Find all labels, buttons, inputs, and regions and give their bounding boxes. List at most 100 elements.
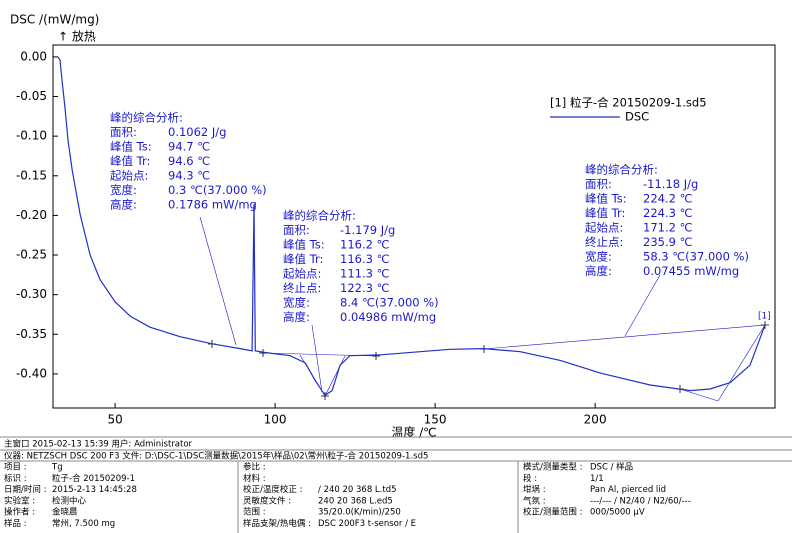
info-value: 金晓晨 bbox=[52, 507, 78, 518]
info-value: 2015-2-13 14:45:28 bbox=[52, 485, 137, 495]
annotation-label: 峰值 Tr: bbox=[283, 252, 323, 266]
annotation-value: -11.18 J/g bbox=[643, 177, 698, 191]
annotation-value: 116.2 ℃ bbox=[340, 238, 390, 252]
annotation-label: 宽度: bbox=[585, 250, 612, 264]
annotation-label: 面积: bbox=[585, 177, 612, 191]
instrument-line: 仪器: NETZSCH DSC 200 F3 文件: D:\DSC-1\DSC测… bbox=[4, 451, 428, 462]
dsc-curve bbox=[57, 56, 766, 397]
info-label: 校正/温度校正 : bbox=[243, 484, 302, 495]
info-value: 35/20.0(K/min)/250 bbox=[318, 508, 401, 518]
markers bbox=[208, 321, 769, 400]
info-label: 操作者 : bbox=[4, 507, 35, 518]
info-label: 项目 : bbox=[4, 463, 27, 473]
annotation-label: 高度: bbox=[283, 310, 310, 324]
y-tick-label: -0.25 bbox=[16, 248, 47, 262]
annotation-value: 58.3 ℃(37.000 %) bbox=[643, 250, 749, 264]
annotation-value: 0.07455 mW/mg bbox=[643, 264, 739, 278]
y-tick-label: -0.20 bbox=[16, 208, 47, 222]
annotation-label: 终止点: bbox=[585, 235, 623, 249]
info-label: 材料 : bbox=[243, 473, 266, 484]
annotation-value: 94.3 ℃ bbox=[168, 169, 210, 183]
end-label: [1] bbox=[758, 312, 771, 322]
annotation-value: 94.7 ℃ bbox=[168, 140, 210, 154]
info-value: Pan Al, pierced lid bbox=[590, 485, 666, 495]
y-axis-note: ↑ 放热 bbox=[58, 29, 96, 44]
info-value: Tg bbox=[51, 463, 63, 473]
y-tick-label: -0.10 bbox=[16, 129, 47, 143]
info-value: / 240 20 368 L.td5 bbox=[318, 485, 397, 495]
info-value: 常州, 7.500 mg bbox=[52, 518, 115, 529]
annotation-label: 高度: bbox=[110, 198, 137, 212]
y-tick-label: -0.40 bbox=[16, 366, 47, 380]
legend-title: [1] 粒子-合 20150209-1.sd5 bbox=[550, 96, 707, 110]
annotation-label: 面积: bbox=[283, 223, 310, 237]
info-value: 000/5000 µV bbox=[590, 508, 645, 518]
info-value: DSC 200F3 t-sensor / E bbox=[318, 519, 416, 529]
annotation-value: 111.3 ℃ bbox=[340, 267, 390, 281]
info-label: 范围 : bbox=[243, 507, 266, 518]
info-value: 粒子-合 20150209-1 bbox=[52, 473, 135, 484]
annotation-label: 起始点: bbox=[283, 267, 321, 281]
info-label: 坩埚 : bbox=[523, 484, 546, 495]
annotation-label: 高度: bbox=[585, 264, 612, 278]
annotation-label: 宽度: bbox=[110, 183, 137, 197]
annotation-value: -1.179 J/g bbox=[340, 223, 395, 237]
y-tick-label: -0.35 bbox=[16, 327, 47, 341]
info-value: 240 20 368 L.ed5 bbox=[318, 496, 393, 506]
y-tick-label: 0.00 bbox=[20, 49, 47, 63]
info-label: 样品支架/热电偶 : bbox=[243, 518, 311, 529]
annotation-label: 峰值 Tr: bbox=[110, 154, 150, 168]
annotation-label: 峰值 Ts: bbox=[110, 140, 152, 154]
x-tick-label: 150 bbox=[424, 413, 447, 427]
annotation-label: 宽度: bbox=[283, 296, 310, 310]
status-line: 主窗口 2015-02-13 15:39 用户: Administrator bbox=[4, 439, 193, 450]
info-label: 校正/测量范围 : bbox=[523, 507, 582, 518]
annotation-label: 峰值 Ts: bbox=[585, 192, 627, 206]
info-label: 参比 : bbox=[243, 462, 266, 473]
annotation-value: 235.9 ℃ bbox=[643, 235, 693, 249]
legend-entry: DSC bbox=[625, 110, 649, 124]
annotation-value: 171.2 ℃ bbox=[643, 221, 693, 235]
annotation-label: 峰值 Ts: bbox=[283, 238, 325, 252]
annotation-value: 0.3 ℃(37.000 %) bbox=[168, 183, 267, 197]
info-value: DSC / 样品 bbox=[590, 462, 633, 473]
annotation-value: 0.04986 mW/mg bbox=[340, 310, 436, 324]
info-label: 气氛 : bbox=[523, 495, 546, 506]
annotation-label: 面积: bbox=[110, 125, 137, 139]
annotation-value: 0.1786 mW/mg bbox=[168, 198, 257, 212]
info-label: 段 : bbox=[523, 473, 537, 484]
x-tick-label: 100 bbox=[264, 413, 287, 427]
annotation-value: 224.2 ℃ bbox=[643, 192, 693, 206]
info-label: 标识 : bbox=[4, 473, 27, 484]
annotation-value: 94.6 ℃ bbox=[168, 154, 210, 168]
y-axis-label: DSC /(mW/mg) bbox=[10, 13, 99, 27]
annotation-value: 224.3 ℃ bbox=[643, 206, 693, 220]
plot-frame bbox=[52, 44, 776, 409]
annotation-title: 峰的综合分析: bbox=[585, 163, 658, 177]
info-label: 实验室 : bbox=[4, 495, 35, 506]
footer: 主窗口 2015-02-13 15:39 用户: Administrator 仪… bbox=[0, 436, 792, 533]
x-tick-label: 200 bbox=[584, 413, 607, 427]
annotation-value: 122.3 ℃ bbox=[340, 281, 390, 295]
x-tick-label: 50 bbox=[107, 413, 122, 427]
info-value: 1/1 bbox=[590, 474, 604, 484]
annotation-value: 0.1062 J/g bbox=[168, 125, 226, 139]
info-label: 样品 : bbox=[4, 518, 27, 529]
annotation-label: 起始点: bbox=[110, 169, 148, 183]
info-value: ---/--- / N2/40 / N2/60/--- bbox=[590, 496, 691, 506]
y-tick-label: -0.15 bbox=[16, 168, 47, 182]
info-label: 灵敏度文件 : bbox=[243, 495, 291, 506]
info-label: 模式/测量类型 : bbox=[523, 462, 582, 473]
info-label: 日期/时间 : bbox=[4, 484, 46, 495]
annotation-title: 峰的综合分析: bbox=[110, 111, 183, 125]
annotation-label: 峰值 Tr: bbox=[585, 206, 625, 220]
y-tick-label: -0.05 bbox=[16, 89, 47, 103]
annotation-label: 起始点: bbox=[585, 221, 623, 235]
info-value: 检测中心 bbox=[52, 495, 87, 506]
annotation-value: 116.3 ℃ bbox=[340, 252, 390, 266]
annotation-label: 终止点: bbox=[283, 281, 321, 295]
annotation-value: 8.4 ℃(37.000 %) bbox=[340, 296, 439, 310]
annotation-title: 峰的综合分析: bbox=[283, 209, 356, 223]
x-axis-label: 温度 /℃ bbox=[391, 425, 436, 440]
